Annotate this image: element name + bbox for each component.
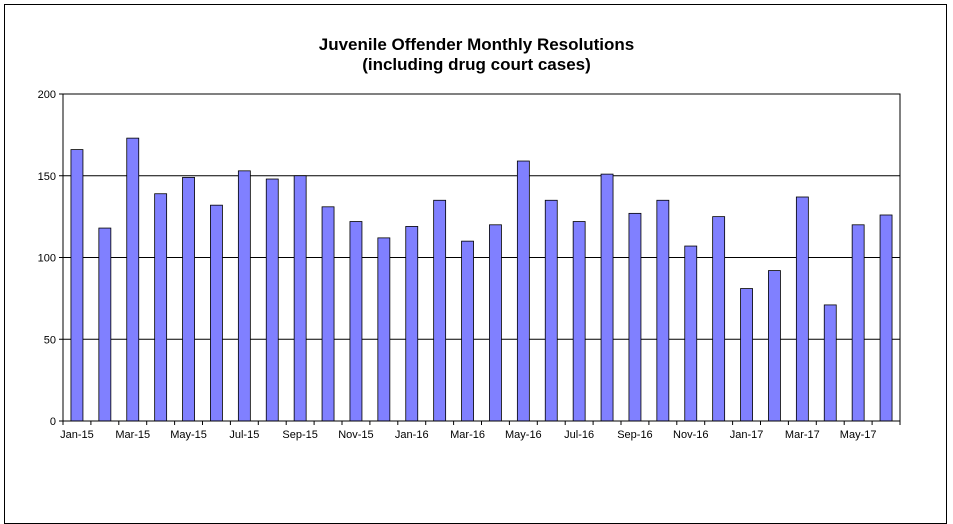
bar [712,216,726,422]
gridlines [63,175,900,340]
x-tick-label: Jan-16 [395,429,429,441]
y-tick-label: 0 [50,416,56,428]
bar-chart: 0 50 100 150 200 Jan-15 Mar-15 May-15 Jul-15 Sep… [38,89,901,441]
bar [321,206,335,422]
x-tick-label: Sep-16 [617,429,652,441]
bar [600,173,614,422]
chart-title: Juvenile Offender Monthly Resolutions [318,35,635,54]
bar [656,199,670,422]
bar [461,240,474,422]
x-tick-label: Jan-17 [730,429,764,441]
y-tick-label: 200 [38,89,56,101]
bar [182,176,195,422]
x-axis: Jan-15 Mar-15 May-15 Jul-15 Sep-15 Nov-15 Jan-… [60,421,901,441]
bar [377,237,391,422]
bars [70,137,893,422]
bar [823,304,837,422]
y-tick-label: 150 [38,171,56,183]
x-tick-label: Sep-15 [282,429,317,441]
bar [349,221,363,422]
bar [851,224,865,422]
bar [740,288,753,422]
x-tick-label: May-16 [505,429,542,441]
bar [433,199,447,422]
bar [489,224,502,422]
bar [879,214,893,422]
bar [237,170,251,422]
chart-subtitle: (including drug court cases) [362,55,591,74]
x-tick-label: Nov-16 [673,429,708,441]
y-tick-label: 50 [44,334,56,346]
bar [795,196,809,422]
x-tick-label: Jul-16 [564,429,594,441]
bar [628,212,642,422]
bar [405,226,419,422]
x-tick-label: Jan-15 [60,429,94,441]
x-tick-label: Nov-15 [338,429,373,441]
bar [293,175,307,422]
y-tick-label: 100 [38,253,56,265]
bar [210,204,223,422]
bar [126,137,140,422]
bar [684,245,698,422]
x-tick-label: Mar-16 [450,429,485,441]
bar [516,160,530,422]
bar [98,227,112,422]
x-tick-label: May-17 [840,429,877,441]
x-tick-label: May-15 [170,429,207,441]
bar [544,199,558,422]
x-tick-label: Mar-15 [115,429,150,441]
y-axis: 0 50 100 150 200 [38,89,63,428]
bar [70,149,84,422]
bar [572,221,586,422]
x-tick-label: Mar-17 [785,429,820,441]
bar [265,178,279,422]
x-tick-label: Jul-15 [229,429,259,441]
bar [154,193,168,422]
bar [768,270,781,422]
